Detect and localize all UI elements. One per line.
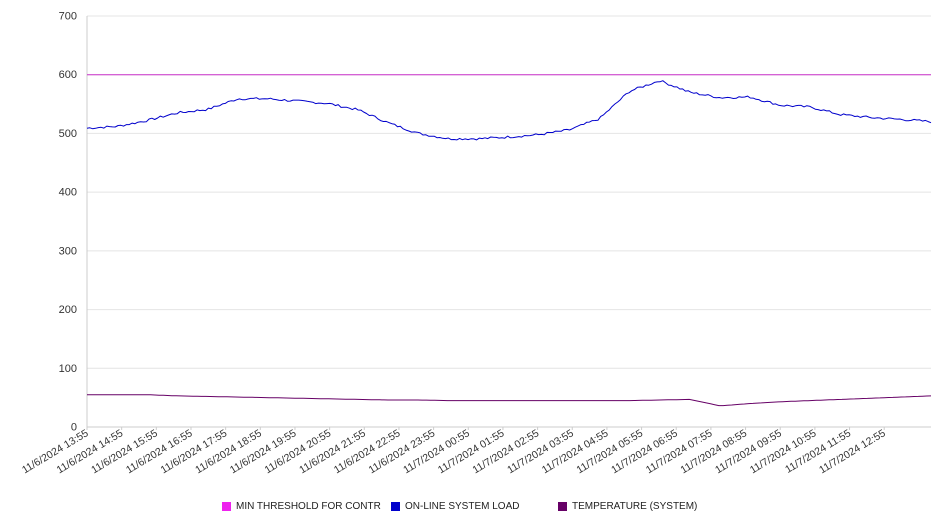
gridlines xyxy=(87,15,931,369)
legend: MIN THRESHOLD FOR CONTR ON-LINE SYSTEM LO… xyxy=(0,498,946,514)
y-tick-label: 700 xyxy=(59,11,77,23)
y-axis: 0 100 200 300 400 500 600 700 xyxy=(59,11,88,434)
legend-label: TEMPERATURE (SYSTEM) xyxy=(572,500,698,512)
y-tick-label: 600 xyxy=(59,69,77,81)
series-line-2 xyxy=(87,394,932,407)
series-line-1 xyxy=(86,80,932,141)
y-tick-label: 300 xyxy=(59,245,77,257)
legend-label: MIN THRESHOLD FOR CONTR xyxy=(236,500,381,512)
y-tick-label: 400 xyxy=(59,187,77,199)
legend-swatch xyxy=(391,501,400,511)
legend-item[interactable]: MIN THRESHOLD FOR CONTR xyxy=(222,498,381,514)
legend-item[interactable]: ON-LINE SYSTEM LOAD xyxy=(391,498,519,514)
y-tick-label: 500 xyxy=(59,128,77,140)
series-lines xyxy=(86,74,932,407)
y-tick-label: 0 xyxy=(71,422,77,434)
legend-item[interactable]: TEMPERATURE (SYSTEM) xyxy=(558,498,697,514)
legend-swatch xyxy=(222,501,231,511)
y-tick-label: 100 xyxy=(59,363,77,375)
legend-label: ON-LINE SYSTEM LOAD xyxy=(405,500,520,512)
legend-swatch xyxy=(558,501,567,511)
y-tick-label: 200 xyxy=(59,304,77,316)
